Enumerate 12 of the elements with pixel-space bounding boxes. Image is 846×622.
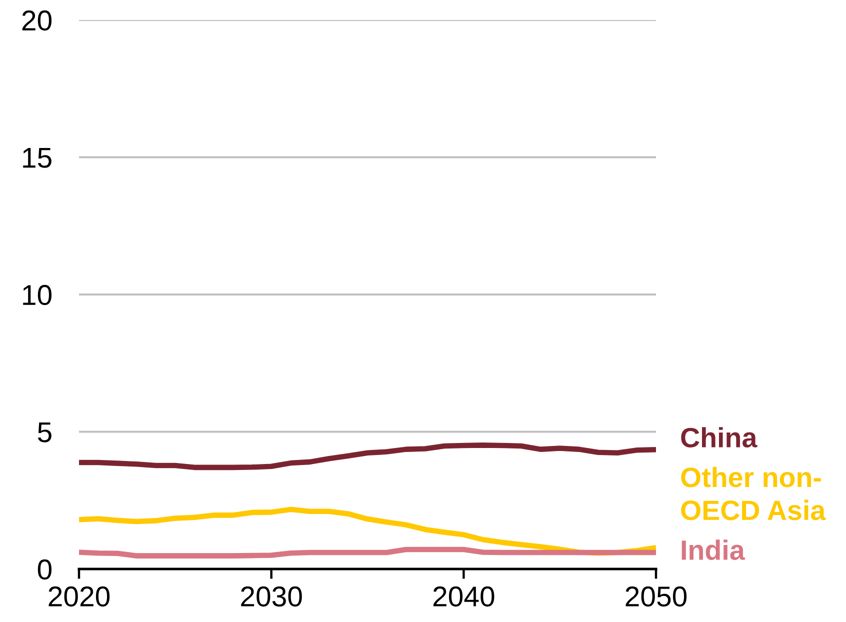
y-tick-label: 0 bbox=[38, 559, 52, 580]
y-tick-label: 15 bbox=[23, 148, 52, 168]
x-tick-label: 2020 bbox=[48, 586, 110, 607]
x-tick-label: 2040 bbox=[433, 586, 494, 607]
series-label: India bbox=[682, 540, 745, 560]
y-tick-label: 5 bbox=[38, 422, 52, 442]
x-tick-label: 2050 bbox=[626, 586, 687, 607]
series-label: Other non-OECD Asia bbox=[681, 466, 826, 520]
y-tick-label: 10 bbox=[23, 284, 52, 306]
x-tick-label: 2030 bbox=[241, 586, 302, 607]
series-label: China bbox=[681, 427, 758, 448]
y-tick-label: 20 bbox=[22, 10, 52, 31]
